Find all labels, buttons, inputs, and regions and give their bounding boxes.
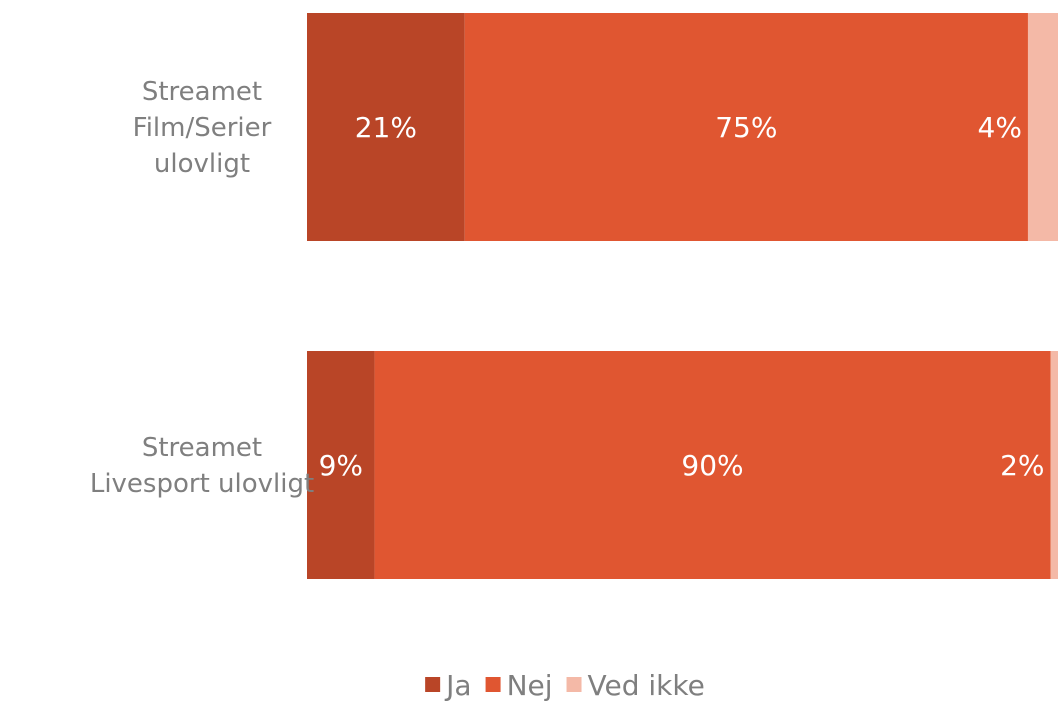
- data-label-ved-ikke-1: 4%: [978, 111, 1022, 144]
- legend-label-nej: Nej: [507, 669, 553, 702]
- data-label-nej-1: 75%: [715, 111, 777, 144]
- category-label-2-line-1: Streamet: [142, 433, 262, 463]
- category-label-1-line-2: Film/Serier: [133, 113, 272, 143]
- bar-ja-1: [307, 13, 465, 241]
- data-label-ja-1: 21%: [355, 111, 417, 144]
- data-label-ja-2: 9%: [319, 449, 363, 482]
- category-axis-labels: Streamet Film/Serier ulovligt Streamet Lives…: [90, 77, 314, 499]
- category-label-1-line-1: Streamet: [142, 77, 262, 107]
- bar-ved-ikke-1: [1027, 13, 1058, 241]
- legend-label-ved-ikke: Ved ikke: [588, 669, 705, 702]
- category-label-1-line-3: ulovligt: [154, 149, 250, 179]
- bar-ja-2: [307, 351, 375, 579]
- legend-swatch-ved-ikke: [566, 677, 582, 692]
- legend-swatch-nej: [485, 677, 501, 692]
- legend-swatch-ja: [425, 677, 441, 692]
- bar-nej-2: [374, 351, 1051, 579]
- legend-label-ja: Ja: [444, 669, 471, 702]
- legend: Ja Nej Ved ikke: [425, 669, 705, 702]
- data-label-ved-ikke-2: 2%: [1000, 449, 1044, 482]
- plot-area: 21% 75% 4% 9% 90% 2%: [307, 13, 1058, 579]
- bar-ved-ikke-2: [1050, 351, 1058, 579]
- bar-nej-1: [464, 13, 1028, 241]
- category-label-2-line-2: Livesport ulovligt: [90, 469, 314, 499]
- data-label-nej-2: 90%: [681, 449, 743, 482]
